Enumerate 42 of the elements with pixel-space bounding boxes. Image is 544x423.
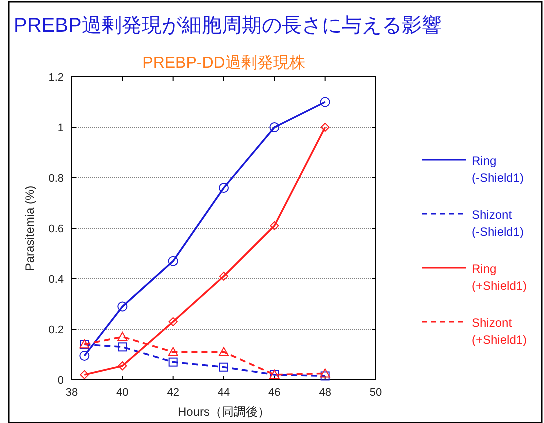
point bbox=[118, 342, 128, 352]
y-tick-label: 0 bbox=[58, 375, 64, 387]
point bbox=[320, 123, 330, 132]
point bbox=[80, 370, 90, 380]
x-tick-label: 44 bbox=[218, 387, 230, 399]
point bbox=[219, 347, 229, 356]
point bbox=[118, 362, 128, 371]
point bbox=[168, 256, 178, 266]
x-axis-title: Hours（同調後） bbox=[178, 405, 270, 419]
point bbox=[270, 122, 280, 132]
point bbox=[320, 368, 330, 378]
point bbox=[168, 358, 178, 367]
legend-label: Shizont (+Shield1) bbox=[472, 316, 528, 347]
point bbox=[320, 372, 330, 381]
point bbox=[270, 221, 280, 230]
chart-subtitle: PREBP-DD過剰発現株 bbox=[142, 54, 306, 72]
legend-label: Shizont (-Shield1) bbox=[472, 208, 524, 239]
y-tick-label: 1.2 bbox=[48, 72, 64, 84]
point bbox=[219, 183, 229, 194]
x-tick-label: 48 bbox=[319, 387, 332, 399]
y-tick-label: 0.2 bbox=[48, 324, 64, 336]
x-tick-label: 38 bbox=[66, 387, 78, 399]
legend-label: Ring (-Shield1) bbox=[472, 154, 524, 185]
chart-title: PREBP過剰発現が細胞周期の長さに与える影響 bbox=[14, 15, 442, 37]
y-tick-label: 0.4 bbox=[48, 274, 64, 286]
y-tick-label: 0.6 bbox=[48, 224, 64, 236]
y-tick-label: 1 bbox=[58, 122, 64, 134]
y-axis-title: Parasitemia (%) bbox=[23, 186, 37, 272]
x-tick-label: 40 bbox=[116, 387, 129, 399]
x-tick-label: 46 bbox=[268, 387, 281, 399]
point bbox=[320, 97, 330, 108]
y-tick-label: 0.8 bbox=[48, 173, 64, 185]
x-tick-label: 50 bbox=[370, 387, 382, 399]
point bbox=[220, 362, 228, 372]
point bbox=[168, 317, 178, 326]
point bbox=[118, 302, 128, 312]
point bbox=[168, 347, 178, 356]
point bbox=[118, 332, 128, 342]
x-tick-label: 42 bbox=[167, 387, 180, 399]
point bbox=[80, 351, 90, 362]
legend-label: Ring (+Shield1) bbox=[472, 262, 528, 293]
point bbox=[220, 272, 228, 281]
